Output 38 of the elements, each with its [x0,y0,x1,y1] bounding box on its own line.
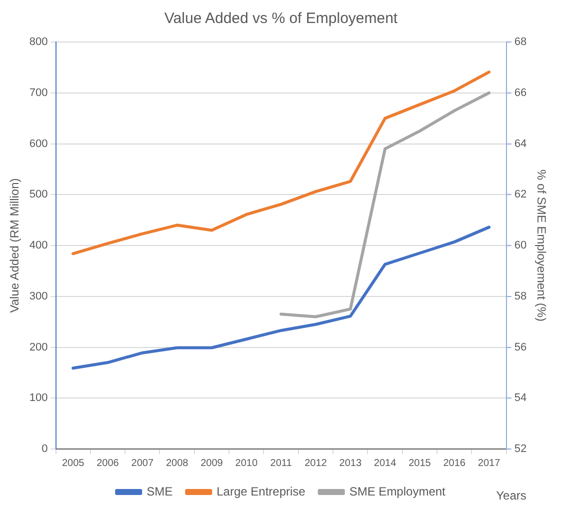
x-tick-label: 2017 [478,458,501,469]
y-tick-label: 500 [29,188,48,201]
legend-label: SME Employment [349,484,446,498]
y2-tick-label: 58 [514,290,527,302]
y-tick-label: 700 [29,86,48,99]
legend-label: Large Entreprise [216,484,306,498]
x-tick-label: 2016 [443,458,466,469]
y2-tick-label: 54 [514,392,527,404]
y-tick-label: 0 [42,443,48,456]
x-tick-label: 2014 [374,458,397,469]
y2-tick-label: 64 [514,138,527,150]
x-tick-label: 2005 [62,458,85,469]
x-tick-label: 2015 [408,458,432,469]
y-tick-label: 800 [29,36,48,48]
y2-tick-label: 52 [514,443,527,456]
x-tick-label: 2013 [339,458,362,469]
y-tick-label: 600 [29,138,48,150]
x-tick-label: 2011 [270,458,292,469]
chart-title: Value Added vs % of Employement [164,10,398,28]
y2-tick-label: 56 [514,341,527,354]
y-axis-title: Value Added (RM Million) [8,178,22,313]
x-tick-label: 2010 [235,458,258,469]
x-tick-label: 2007 [131,458,154,469]
y2-tick-label: 62 [514,188,527,201]
legend-label: SME [146,484,173,498]
y-tick-label: 400 [29,240,48,252]
y-tick-label: 200 [29,341,48,354]
x-tick-label: 2006 [96,458,120,469]
x-axis-title: Years [496,488,526,502]
y2-tick-label: 66 [514,86,527,99]
y-tick-label: 100 [29,392,48,404]
x-tick-label: 2012 [304,458,328,469]
y2-tick-label: 68 [514,36,527,48]
y2-tick-label: 60 [514,240,527,252]
y-tick-label: 300 [29,290,48,302]
x-tick-label: 2009 [200,458,224,469]
x-tick-label: 2008 [166,458,189,469]
y2-axis-title: % of SME Employement (%) [534,169,548,322]
